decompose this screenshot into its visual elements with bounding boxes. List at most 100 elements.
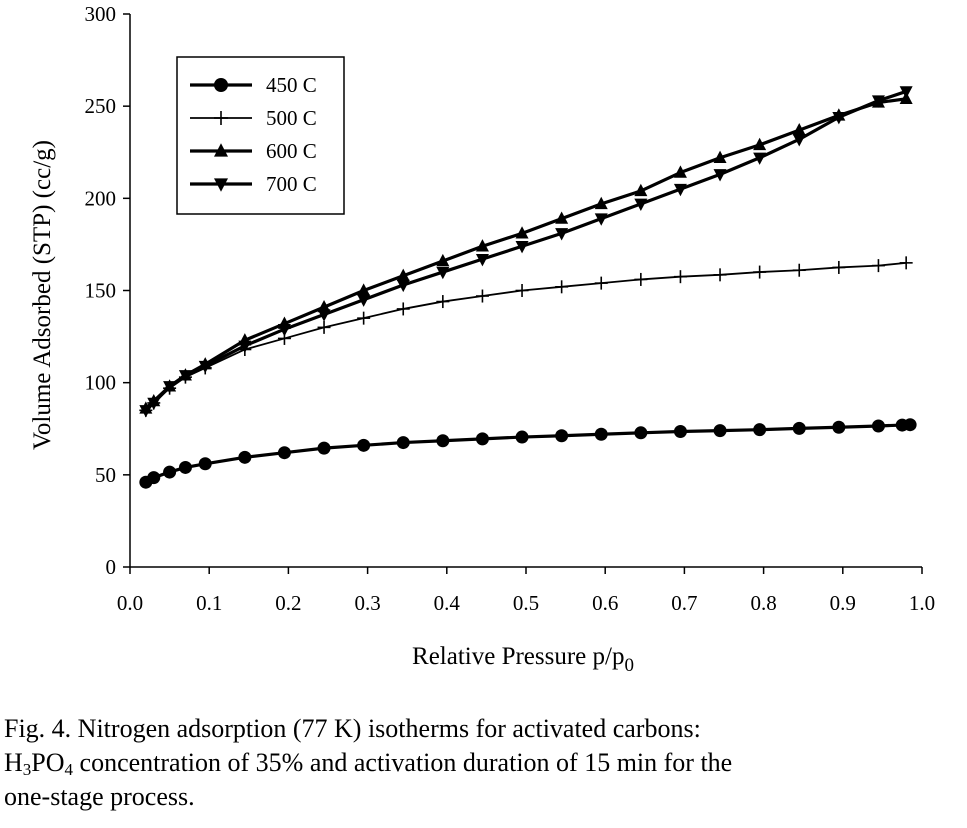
data-point (634, 183, 648, 197)
data-point (214, 178, 228, 192)
data-point (555, 280, 569, 294)
caption-rest: concentration of 35% and activation dura… (73, 748, 733, 777)
y-tick-label: 0 (106, 555, 117, 579)
y-axis-ticks: 0 50 100 150 200 250 300 (85, 2, 130, 579)
data-point (753, 265, 767, 279)
data-point (214, 78, 228, 92)
data-point (792, 122, 806, 136)
data-point (436, 434, 450, 448)
series-700-c (139, 86, 913, 418)
data-point (396, 302, 410, 316)
caption-line-2: H3PO4 concentration of 35% and activatio… (4, 746, 962, 780)
data-point (753, 423, 767, 437)
caption-sub-4: 4 (64, 760, 74, 779)
data-point (634, 198, 648, 212)
data-point (163, 465, 177, 479)
data-point (357, 294, 371, 307)
data-point (357, 283, 371, 296)
x-tick-label: 0.9 (830, 591, 856, 615)
data-point (899, 86, 913, 99)
x-tick-label: 0.4 (434, 591, 461, 615)
y-tick-label: 250 (85, 94, 117, 118)
data-point (147, 471, 161, 485)
data-point (713, 169, 727, 182)
data-point (317, 299, 331, 313)
data-point (871, 259, 885, 273)
data-point (713, 424, 727, 438)
data-point (214, 111, 228, 125)
data-point (634, 272, 648, 286)
y-axis-title: Volume Adsorbed (STP) (cc/g) (29, 140, 56, 450)
data-point (515, 430, 529, 444)
figure-caption: Fig. 4. Nitrogen adsorption (77 K) isoth… (4, 712, 962, 814)
x-tick-label: 0.2 (275, 591, 301, 615)
y-tick-label: 300 (85, 2, 117, 26)
data-point (903, 418, 917, 432)
data-point (139, 405, 153, 418)
legend-label: 700 C (266, 172, 317, 196)
legend-label: 500 C (266, 106, 317, 130)
caption-h: H (4, 748, 23, 777)
data-point (555, 211, 569, 224)
data-point (396, 268, 410, 281)
y-tick-label: 200 (85, 186, 117, 210)
x-tick-label: 0.0 (117, 591, 143, 615)
x-axis-title-main: Relative Pressure p/p (412, 643, 624, 670)
y-tick-label: 100 (85, 371, 117, 395)
caption-sub-3: 3 (22, 760, 32, 779)
caption-line-3: one-stage process. (4, 782, 195, 811)
legend-entry: 500 C (190, 106, 317, 130)
data-point (594, 427, 608, 441)
data-point (214, 143, 228, 157)
data-point (555, 228, 569, 241)
data-point (147, 397, 161, 411)
legend-label: 450 C (266, 73, 317, 97)
caption-po: PO (31, 748, 65, 777)
data-point (238, 450, 252, 464)
data-point (832, 112, 846, 125)
data-point (475, 432, 489, 446)
x-axis-title-subscript: 0 (624, 655, 634, 676)
data-point (277, 324, 291, 337)
data-point (753, 152, 767, 165)
data-point (832, 420, 846, 434)
data-point (178, 370, 192, 383)
x-axis-ticks: 0.0 0.1 0.2 0.3 0.4 0.5 0.6 0.7 0.8 0.9 1.0 (117, 567, 935, 615)
data-point (277, 446, 291, 460)
data-point (673, 165, 687, 178)
data-point (317, 441, 331, 455)
data-point (555, 429, 569, 443)
data-point (198, 360, 212, 374)
series-line (145, 261, 907, 411)
series-450-c (139, 418, 917, 489)
data-point (594, 276, 608, 290)
isotherm-chart: 0.0 0.1 0.2 0.3 0.4 0.5 0.6 0.7 0.8 0.9 1.0 0 50 100… (29, 2, 935, 676)
data-point (753, 137, 767, 151)
legend-entry: 700 C (190, 172, 317, 196)
legend-entry: 600 C (190, 139, 317, 163)
x-tick-label: 0.1 (196, 591, 222, 615)
caption-line-1: Fig. 4. Nitrogen adsorption (77 K) isoth… (4, 714, 701, 743)
y-tick-label: 50 (95, 463, 116, 487)
data-point (673, 183, 687, 197)
data-point (163, 381, 177, 394)
data-point (178, 460, 192, 474)
data-point (832, 260, 846, 274)
data-point (436, 266, 450, 280)
legend: 450 C 500 C 600 C 700 C (176, 56, 345, 215)
data-point (317, 309, 331, 322)
data-point (396, 279, 410, 293)
legend-label: 600 C (266, 139, 317, 163)
x-tick-label: 0.5 (513, 591, 539, 615)
x-tick-label: 0.3 (354, 591, 380, 615)
data-point (238, 340, 252, 353)
data-point (475, 289, 489, 303)
data-point (713, 268, 727, 282)
x-axis-title: Relative Pressure p/p0 (412, 643, 634, 676)
data-point (713, 150, 727, 163)
data-point (899, 256, 913, 270)
data-point (594, 213, 608, 226)
data-point (515, 226, 529, 239)
data-point (436, 253, 450, 267)
data-point (475, 253, 489, 267)
